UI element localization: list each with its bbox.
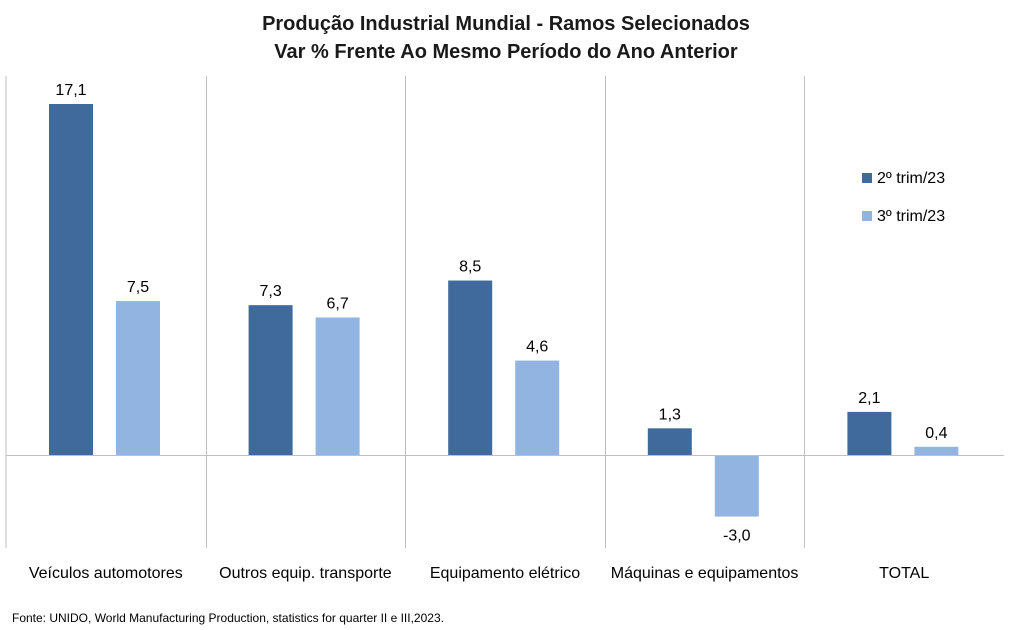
bar-series-2	[714, 455, 759, 517]
bar-series-1	[248, 305, 293, 455]
legend-label-2: 3º trim/23	[877, 208, 945, 225]
chart-title: Produção Industrial Mundial - Ramos Sele…	[0, 10, 1012, 66]
category-label: Veículos automotores	[29, 565, 183, 582]
category-label: TOTAL	[879, 565, 929, 582]
legend-label-1: 2º trim/23	[877, 170, 945, 187]
category-label: Máquinas e equipamentos	[611, 565, 799, 582]
category-label: Equipamento elétrico	[430, 565, 580, 582]
data-label: 2,1	[858, 390, 880, 407]
source-note: Fonte: UNIDO, World Manufacturing Produc…	[12, 611, 444, 625]
bar-series-1	[647, 428, 692, 455]
bar-series-2	[315, 317, 360, 455]
chart-subtitle: Var % Frente Ao Mesmo Período do Ano Ant…	[274, 41, 738, 63]
category-label: Outros equip. transporte	[219, 565, 392, 582]
data-label: 7,3	[259, 283, 281, 300]
data-label: 1,3	[659, 406, 681, 423]
data-label: 4,6	[526, 339, 548, 356]
bar-series-2	[515, 360, 560, 455]
bar-series-2	[116, 301, 160, 455]
legend-swatch-2	[862, 211, 872, 221]
data-label: 17,1	[55, 82, 86, 99]
data-label: 6,7	[326, 295, 348, 312]
bar-series-1	[49, 104, 93, 455]
data-label: -3,0	[723, 528, 751, 545]
bar-series-1	[448, 280, 493, 455]
data-label: 0,4	[925, 425, 947, 442]
data-label: 8,5	[459, 259, 481, 276]
legend-swatch-1	[862, 173, 872, 183]
bar-series-2	[914, 446, 959, 455]
data-label: 7,5	[127, 279, 149, 296]
chart-title-line-1: Produção Industrial Mundial - Ramos Sele…	[262, 13, 750, 35]
bar-series-1	[847, 411, 892, 455]
